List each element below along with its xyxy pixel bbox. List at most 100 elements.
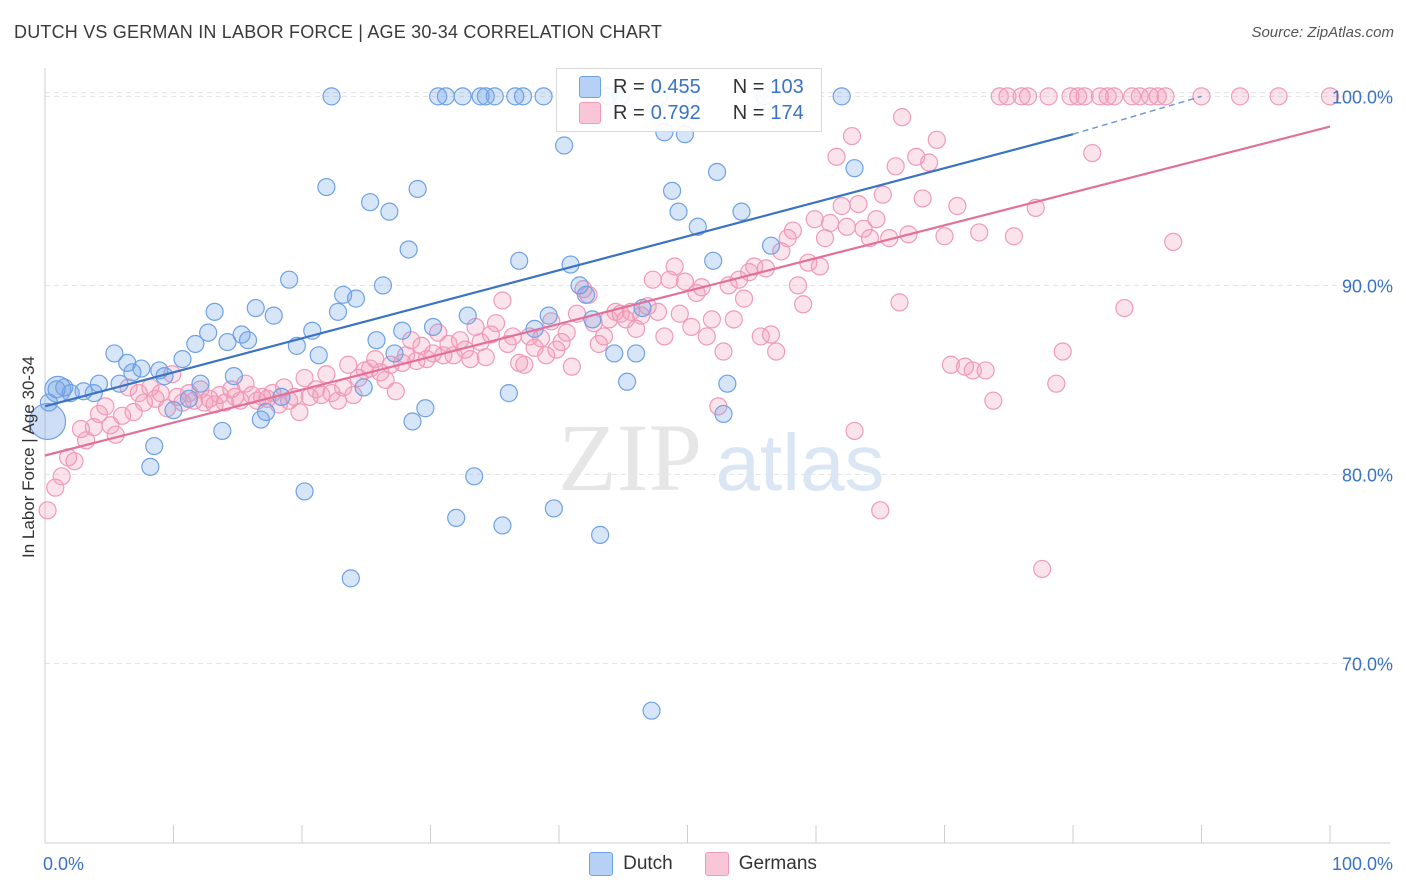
germans-point <box>761 325 781 344</box>
legend-r-label: R = <box>613 101 645 124</box>
germans-point <box>344 385 363 405</box>
germans-point <box>1140 87 1160 106</box>
dutch-point <box>141 457 160 476</box>
dutch-point <box>662 181 682 200</box>
germans-point <box>815 229 835 248</box>
germans-point <box>200 389 219 408</box>
dutch-point <box>408 179 427 199</box>
y-tick-label: 90.0% <box>1342 276 1393 296</box>
germans-point <box>65 452 84 471</box>
germans-point <box>1098 87 1117 106</box>
germans-point <box>670 304 689 323</box>
dutch-point <box>605 344 624 363</box>
germans-point <box>734 289 754 308</box>
germans-point <box>493 291 512 310</box>
dutch-point <box>191 374 210 393</box>
dutch-point <box>499 384 518 403</box>
germans-point <box>1148 87 1167 106</box>
germans-point <box>1269 87 1288 106</box>
dutch-point <box>256 402 276 422</box>
tick-labels: 70.0% 80.0% 90.0% 100.0% 0.0% 100.0% <box>43 87 1393 874</box>
dutch-point <box>322 87 341 106</box>
germans-point <box>919 153 939 172</box>
dutch-point <box>105 344 124 363</box>
germans-point <box>46 478 65 497</box>
germans-point <box>38 501 57 520</box>
germans-point <box>429 323 448 342</box>
germans-point <box>821 213 840 233</box>
legend-swatch-dutch <box>589 852 614 876</box>
dutch-point <box>173 349 192 369</box>
germans-point <box>1061 87 1080 106</box>
germans-point <box>976 361 995 380</box>
germans-point <box>1156 87 1175 106</box>
germans-point <box>1320 87 1340 106</box>
germans-point <box>1012 87 1031 106</box>
chart-title: DUTCH VS GERMAN IN LABOR FORCE | AGE 30-… <box>14 22 663 42</box>
dutch-point <box>555 136 574 155</box>
dutch-point <box>179 389 199 408</box>
germans-point <box>1039 87 1058 106</box>
germans-point <box>873 185 892 204</box>
y-tick-label: 70.0% <box>1342 654 1393 674</box>
germans-point <box>1053 342 1072 361</box>
dutch-point <box>718 374 737 393</box>
germans-point <box>794 295 813 314</box>
germans-point <box>892 108 912 127</box>
x-tick-label-max: 100.0% <box>1332 854 1393 874</box>
dutch-point <box>845 159 864 178</box>
dutch-point <box>453 87 472 106</box>
dutch-point <box>416 399 435 418</box>
legend-r-value-dutch: 0.455 <box>650 75 701 98</box>
germans-point <box>714 342 733 361</box>
dutch-point <box>280 270 299 289</box>
dutch-point <box>199 323 218 342</box>
legend-r-value-germans: 0.792 <box>650 101 701 124</box>
germans-point <box>339 355 358 374</box>
germans-point <box>317 365 336 384</box>
germans-point <box>845 421 864 441</box>
germans-point <box>702 310 722 329</box>
legend-row-dutch: R = 0.455 N = 103 <box>579 75 804 99</box>
dutch-point <box>186 334 205 354</box>
dutch-point <box>317 177 336 197</box>
dutch-point <box>539 306 558 325</box>
germans-point <box>295 368 314 388</box>
legend-item-germans[interactable]: Germans <box>704 852 817 876</box>
dutch-point <box>471 87 490 106</box>
germans-point <box>1105 87 1124 106</box>
legend-n-value-germans: 174 <box>770 101 804 124</box>
germans-point <box>557 323 576 342</box>
dutch-point <box>506 87 525 106</box>
germans-point <box>52 467 71 486</box>
germans-point <box>1115 298 1134 318</box>
germans-point <box>1090 87 1110 106</box>
dutch-point <box>465 467 484 486</box>
dutch-point <box>493 516 512 535</box>
germans-point <box>970 223 989 242</box>
germans-trend-line <box>44 125 1331 457</box>
dutch-point <box>707 162 727 182</box>
series-legend: Dutch Germans <box>0 852 1406 876</box>
dutch-point <box>485 87 504 106</box>
dutch-point <box>534 87 553 106</box>
germans-point <box>984 391 1003 410</box>
legend-item-dutch[interactable]: Dutch <box>589 852 673 876</box>
germans-point <box>998 87 1017 106</box>
germans-point <box>935 227 954 246</box>
dutch-point <box>246 298 265 318</box>
dutch-point <box>328 302 348 321</box>
germans-point <box>1004 227 1023 246</box>
dutch-point <box>354 378 373 397</box>
germans-point <box>648 302 668 321</box>
germans-point <box>1018 87 1038 106</box>
germans-point <box>990 87 1009 106</box>
legend-label-germans: Germans <box>738 853 817 874</box>
dutch-point <box>380 202 399 221</box>
dutch-point <box>205 302 224 321</box>
dutch-point <box>513 87 533 106</box>
trend-lines <box>44 95 1331 457</box>
germans-point <box>941 355 961 374</box>
germans-point <box>788 276 808 295</box>
